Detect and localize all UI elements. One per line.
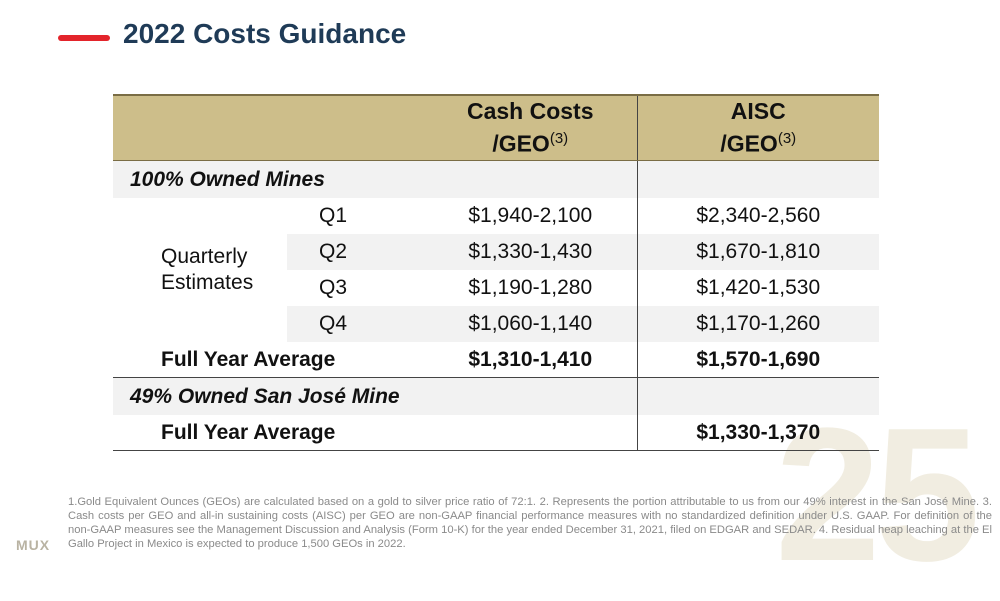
quarter-label: Q4 [287, 306, 424, 342]
section-san-jose-row: 49% Owned San José Mine [113, 377, 879, 415]
cash-cost-value: $1,940-2,100 [468, 204, 593, 227]
table-row: Q3 $1,190-1,280 $1,420-1,530 [113, 270, 879, 306]
company-logo: MUX [16, 537, 51, 553]
header-cash-costs-footnote: (3) [549, 130, 569, 148]
quarter-label: Q1 [319, 204, 348, 227]
section-owned-mines-label: 100% Owned Mines [113, 160, 637, 198]
quarter-label: Q3 [319, 276, 348, 299]
table-header-row: Cash Costs /GEO(3) AISC /GEO(3) [113, 94, 879, 161]
table-row: Quarterly Estimates Q1 $1,940-2,100 $2,3… [113, 198, 879, 342]
aisc-value: $1,170-1,260 [636, 306, 879, 342]
header-empty-cell [113, 94, 424, 161]
footnote-text: 1.Gold Equivalent Ounces (GEOs) are calc… [68, 496, 992, 550]
title-accent-bar [58, 35, 110, 41]
header-aisc-footnote: (3) [777, 130, 797, 148]
cash-cost-value: $1,330-1,430 [424, 234, 637, 270]
full-year-average-row: Full Year Average $1,310-1,410 $1,570-1,… [113, 342, 879, 378]
header-aisc: AISC /GEO(3) [636, 94, 879, 161]
full-year-average-label: Full Year Average [113, 342, 424, 378]
page-title: 2022 Costs Guidance [123, 18, 407, 49]
cash-cost-value: $1,190-1,280 [468, 276, 593, 299]
section-owned-mines-row: 100% Owned Mines [113, 160, 879, 198]
header-cash-costs: Cash Costs /GEO(3) [424, 94, 637, 161]
quarterly-label-line2: Estimates [161, 271, 254, 294]
table-row: Q4 $1,060-1,140 $1,170-1,260 [113, 306, 879, 342]
san-jose-full-year-row: Full Year Average $1,330-1,370 [113, 415, 879, 451]
san-jose-aisc: $1,330-1,370 [636, 415, 879, 451]
table-row: Q2 $1,330-1,430 $1,670-1,810 [113, 234, 879, 270]
san-jose-cash-cost [424, 415, 637, 451]
san-jose-full-year-label: Full Year Average [113, 415, 424, 451]
header-cash-costs-line1: Cash Costs [466, 98, 594, 125]
header-aisc-line2: /GEO [720, 130, 778, 157]
full-year-cash-cost: $1,310-1,410 [424, 342, 637, 378]
aisc-value: $1,670-1,810 [636, 234, 879, 270]
cash-cost-value: $1,060-1,140 [424, 306, 637, 342]
costs-guidance-table: Cash Costs /GEO(3) AISC /GEO(3) 100% Own… [113, 94, 879, 451]
header-aisc-line1: AISC [730, 98, 786, 125]
quarterly-estimates-label: Quarterly Estimates [113, 198, 287, 342]
aisc-value: $2,340-2,560 [636, 198, 879, 234]
aisc-value: $1,420-1,530 [636, 270, 879, 306]
full-year-aisc: $1,570-1,690 [636, 342, 879, 378]
section-san-jose-label: 49% Owned San José Mine [113, 377, 637, 415]
header-cash-costs-line2: /GEO [492, 130, 550, 157]
quarter-label: Q2 [287, 234, 424, 270]
quarterly-label-line1: Quarterly [161, 245, 248, 268]
